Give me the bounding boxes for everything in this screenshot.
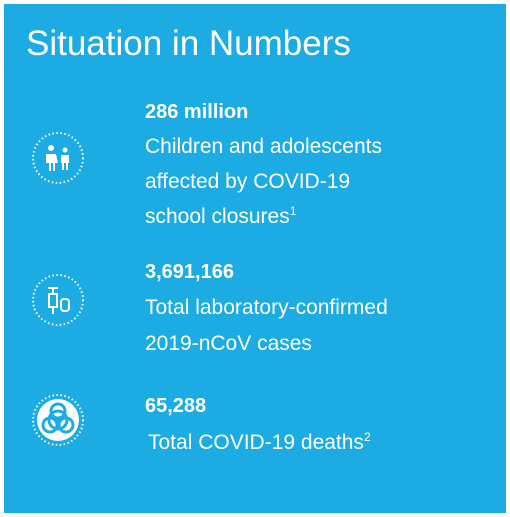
item-description: school closures1	[145, 204, 297, 228]
description-line: school closures	[145, 205, 290, 228]
item-description: Total COVID-19 deaths2	[148, 430, 371, 454]
item-description: Total laboratory-confirmed	[145, 296, 388, 319]
description-line: Total laboratory-confirmed	[145, 296, 388, 319]
footnote-mark: 2	[364, 430, 371, 444]
item-description: 2019-nCoV cases	[145, 332, 312, 355]
title: Situation in Numbers	[26, 24, 351, 63]
item-description: Children and adolescents	[145, 135, 382, 158]
description-line: Children and adolescents	[145, 135, 382, 158]
description-line: Total COVID-19 deaths	[148, 431, 364, 454]
item-value: 3,691,166	[145, 261, 234, 283]
description-line: 2019-nCoV cases	[145, 332, 312, 355]
footnote-mark: 1	[290, 204, 297, 218]
item-description: affected by COVID-19	[145, 170, 350, 193]
item-value: 65,288	[145, 395, 206, 417]
items: 286 million Children and adolescents affec…	[145, 101, 388, 454]
biohazard-icon	[32, 394, 84, 446]
vaccine-icon	[32, 274, 84, 326]
item-value: 286 million	[145, 101, 248, 123]
description-line: affected by COVID-19	[145, 170, 350, 193]
panel	[4, 4, 506, 513]
children-icon	[32, 132, 84, 184]
